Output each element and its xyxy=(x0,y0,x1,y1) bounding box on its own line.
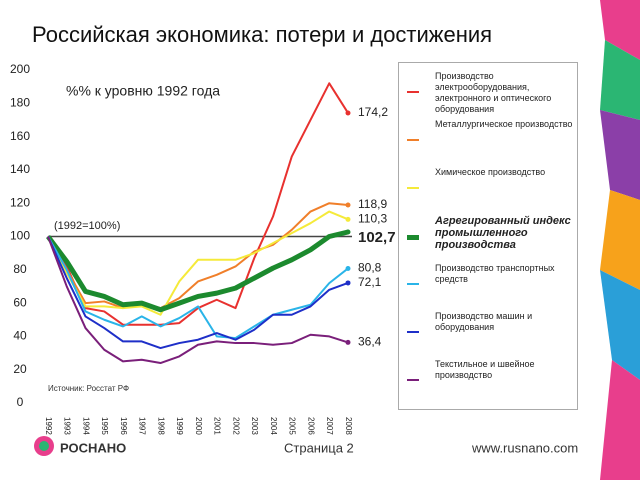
series-line xyxy=(47,202,349,310)
value-label: 36,4 xyxy=(358,335,382,349)
end-point xyxy=(345,110,351,116)
source-note: Источник: Росстат РФ xyxy=(48,384,129,393)
y-tick-label: 60 xyxy=(13,295,27,309)
x-tick-label: 1995 xyxy=(100,417,109,435)
legend-swatch xyxy=(407,235,419,240)
legend-swatch xyxy=(407,379,419,381)
y-tick-label: 140 xyxy=(10,162,30,176)
x-tick-label: 2003 xyxy=(250,417,259,435)
x-tick-label: 2006 xyxy=(306,417,315,435)
legend-label: Производство машин и оборудования xyxy=(435,311,533,332)
legend-swatch xyxy=(407,91,419,93)
end-point xyxy=(345,216,351,222)
page-number: Страница 2 xyxy=(284,440,354,455)
x-tick-label: 2000 xyxy=(194,417,203,435)
value-label: 118,9 xyxy=(358,197,387,211)
x-tick-label: 2007 xyxy=(325,417,334,435)
x-tick-label: 2001 xyxy=(213,417,222,435)
legend-label: Металлургическое производство xyxy=(435,119,573,129)
x-tick-label: 2002 xyxy=(231,417,240,435)
end-point xyxy=(345,339,351,345)
legend-swatch xyxy=(407,283,419,285)
series-line xyxy=(47,82,349,326)
y-tick-label: 100 xyxy=(10,229,30,243)
legend-swatch xyxy=(407,187,419,189)
end-point xyxy=(345,202,351,208)
decor xyxy=(34,0,640,480)
x-tick-label: 2004 xyxy=(269,417,278,435)
legend-label: Агрегированный индекс промышленного прои… xyxy=(435,215,571,251)
x-tick-label: 2008 xyxy=(344,417,353,435)
y-tick-label: 120 xyxy=(10,195,30,209)
end-point xyxy=(345,280,351,286)
x-tick-label: 1998 xyxy=(156,417,165,435)
x-tick-label: 1993 xyxy=(63,417,72,435)
legend-swatch xyxy=(407,331,419,333)
end-point xyxy=(345,265,351,271)
legend: Производство электрооборудования, электр… xyxy=(398,62,578,410)
unit-note: %% к уровню 1992 года xyxy=(66,83,220,99)
y-tick-label: 160 xyxy=(10,129,30,143)
x-tick-label: 1999 xyxy=(175,417,184,435)
x-tick-label: 1996 xyxy=(119,417,128,435)
series-line xyxy=(47,236,349,365)
y-tick-label: 0 xyxy=(17,395,24,409)
legend-label: Текстильное и швейное производство xyxy=(435,359,535,380)
y-tick-label: 40 xyxy=(13,329,27,343)
legend-label: Производство электрооборудования, электр… xyxy=(435,71,552,114)
x-tick-label: 2005 xyxy=(288,417,297,435)
value-label: 110,3 xyxy=(358,212,387,226)
series-line xyxy=(47,210,349,316)
x-tick-label: 1994 xyxy=(81,417,90,435)
y-tick-label: 180 xyxy=(10,95,30,109)
y-tick-label: 20 xyxy=(13,362,27,376)
value-label: 72,1 xyxy=(358,275,382,289)
legend-label: Производство транспортных средств xyxy=(435,263,555,284)
legend-swatch xyxy=(407,139,419,141)
value-label: 174,2 xyxy=(358,105,388,119)
y-tick-label: 80 xyxy=(13,262,27,276)
x-tick-label: 1992 xyxy=(44,417,53,435)
end-point xyxy=(345,229,351,235)
series-line xyxy=(47,236,349,350)
series-line xyxy=(46,229,349,313)
series-line xyxy=(47,236,349,340)
base-note: (1992=100%) xyxy=(54,220,120,232)
y-tick-label: 200 xyxy=(10,62,30,76)
value-label: 80,8 xyxy=(358,261,382,275)
legend-label: Химическое производство xyxy=(435,167,546,177)
chart-title: Российская экономика: потери и достижени… xyxy=(32,22,492,47)
url: www.rusnano.com xyxy=(471,440,578,455)
logo: РОСНАНО xyxy=(60,440,126,455)
value-label: 102,7 xyxy=(358,229,396,246)
x-tick-label: 1997 xyxy=(138,417,147,435)
